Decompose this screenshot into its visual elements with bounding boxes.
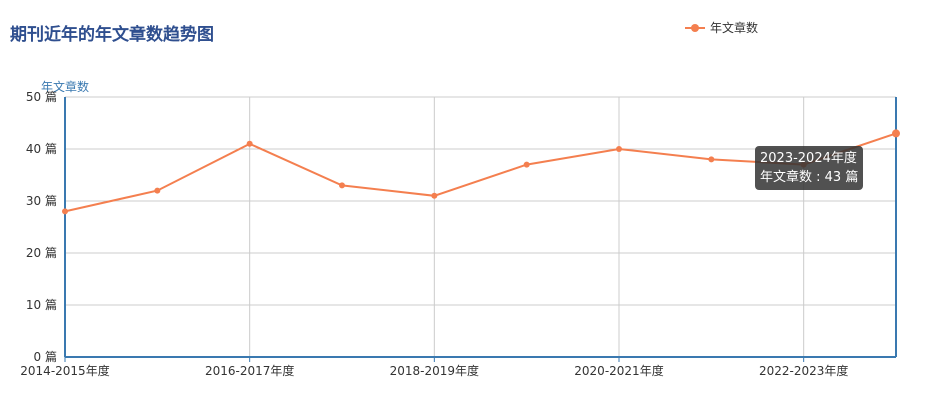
tooltip: 2023-2024年度 年文章数 : 43 篇	[755, 146, 864, 190]
data-point	[62, 208, 68, 215]
x-tick-label: 2016-2017年度	[205, 363, 294, 378]
x-tick-label: 2014-2015年度	[20, 363, 109, 378]
data-point	[708, 156, 715, 163]
data-point	[616, 146, 622, 152]
y-tick-label: 10 篇	[26, 297, 57, 312]
y-tick-label: 40 篇	[26, 141, 57, 156]
chart-title: 期刊近年的年文章数趋势图	[10, 25, 214, 45]
data-point	[154, 187, 161, 194]
data-point	[339, 182, 345, 189]
legend-line-dot-icon	[685, 23, 705, 32]
data-point	[523, 161, 530, 168]
y-tick-label: 30 篇	[26, 193, 57, 208]
legend-label: 年文章数	[710, 21, 759, 35]
data-point	[246, 140, 253, 147]
y-tick-label: 50 篇	[26, 89, 57, 104]
y-tick-label: 20 篇	[26, 245, 57, 260]
data-point	[892, 129, 900, 138]
x-tick-label: 2018-2019年度	[390, 363, 479, 378]
legend[interactable]: 年文章数	[684, 19, 758, 36]
y-tick-label: 0 篇	[34, 349, 57, 364]
x-tick-label: 2022-2023年度	[759, 363, 848, 378]
tooltip-title: 2023-2024年度	[760, 151, 857, 166]
tooltip-value: 年文章数 : 43 篇	[760, 170, 859, 185]
data-point	[431, 192, 438, 199]
x-tick-label: 2020-2021年度	[574, 363, 663, 378]
y-axis-label: 年文章数	[41, 80, 90, 94]
